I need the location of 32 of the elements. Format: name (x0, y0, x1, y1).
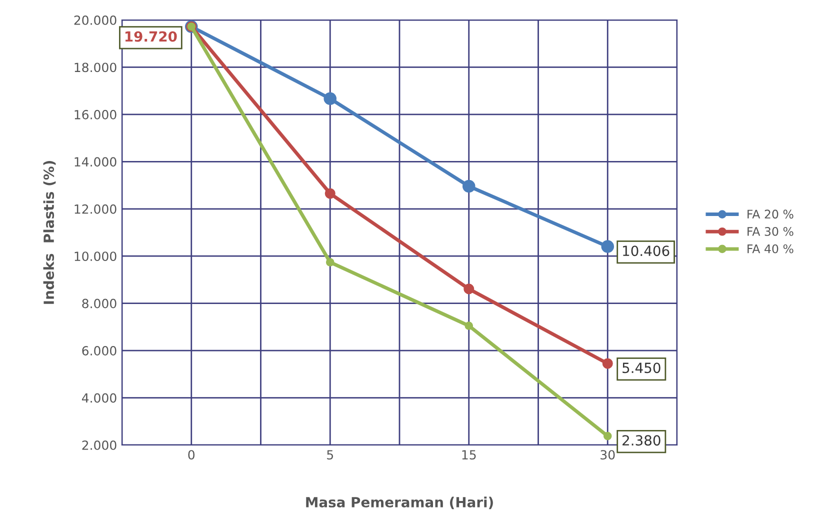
legend-label: FA 30 % (748, 226, 794, 236)
point (602, 358, 613, 369)
y-tick-label: 2.000 (82, 440, 116, 450)
x-tick-label: 15 (462, 450, 476, 460)
data-label: 5.450 (622, 362, 660, 374)
point (601, 240, 614, 253)
y-tick-label: 12.000 (74, 204, 116, 214)
y-tick-label: 10.000 (74, 252, 116, 262)
y-axis-title: Indeks Plastis (%) (43, 161, 56, 304)
data-label: 2.380 (622, 435, 660, 446)
x-tick-label: 0 (188, 450, 195, 460)
point (462, 180, 476, 193)
y-tick-label: 18.000 (74, 62, 116, 72)
point (603, 432, 612, 440)
y-tick-label: 16.000 (74, 110, 116, 120)
data-label: 19.720 (125, 31, 177, 42)
point (324, 188, 336, 199)
legend-label: FA 20 % (748, 210, 794, 219)
y-tick-label: 4.000 (82, 393, 116, 403)
x-tick-label: 5 (327, 450, 334, 460)
y-tick-label: 8.000 (82, 298, 116, 308)
y-tick-label: 20.000 (74, 15, 116, 25)
x-tick-label: 30 (600, 450, 615, 460)
point (464, 322, 474, 330)
y-tick-label: 6.000 (82, 346, 116, 356)
y-tick-label: 14.000 (74, 157, 116, 167)
x-axis-title: Masa Pemeraman (Hari) (306, 496, 493, 510)
point (324, 92, 337, 106)
data-label: 10.406 (623, 246, 670, 256)
point (464, 284, 474, 294)
legend-label: FA 40 % (748, 244, 794, 254)
point (326, 258, 334, 266)
